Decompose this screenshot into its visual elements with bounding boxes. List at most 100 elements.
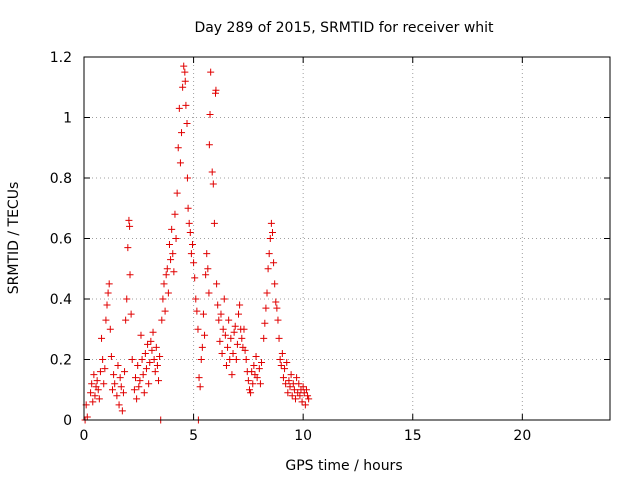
data-point bbox=[250, 362, 258, 370]
data-point bbox=[231, 322, 239, 330]
data-point bbox=[138, 356, 146, 363]
data-point bbox=[205, 141, 213, 149]
x-tick-label: 20 bbox=[513, 428, 531, 444]
data-point bbox=[116, 374, 124, 382]
data-point bbox=[95, 395, 103, 403]
data-point bbox=[286, 383, 294, 391]
data-point bbox=[87, 389, 95, 397]
data-point bbox=[160, 280, 168, 288]
data-point bbox=[173, 189, 181, 197]
data-point bbox=[185, 219, 193, 227]
x-tick-label: 0 bbox=[80, 428, 89, 444]
data-point bbox=[295, 380, 303, 388]
data-point bbox=[233, 340, 241, 348]
data-point bbox=[165, 241, 173, 249]
data-point bbox=[214, 301, 222, 309]
data-point bbox=[262, 304, 270, 312]
y-tick-label: 0.4 bbox=[50, 292, 72, 308]
data-point bbox=[206, 110, 214, 118]
data-point bbox=[284, 389, 292, 397]
data-point bbox=[107, 352, 115, 360]
data-point bbox=[104, 289, 112, 297]
data-point bbox=[279, 374, 287, 382]
data-point bbox=[179, 83, 187, 91]
data-point bbox=[89, 398, 97, 406]
data-point bbox=[261, 319, 269, 327]
data-point bbox=[181, 77, 189, 85]
data-point bbox=[256, 380, 264, 388]
data-point bbox=[101, 365, 109, 373]
data-point bbox=[136, 377, 144, 385]
data-point bbox=[102, 316, 110, 324]
data-point bbox=[135, 383, 143, 391]
data-point bbox=[253, 374, 261, 382]
data-point bbox=[168, 225, 176, 233]
data-point bbox=[247, 389, 255, 397]
data-point bbox=[226, 356, 234, 363]
data-point bbox=[196, 383, 204, 391]
data-point bbox=[170, 268, 178, 276]
data-point bbox=[204, 265, 212, 273]
data-point bbox=[238, 334, 246, 342]
data-point bbox=[175, 104, 183, 112]
data-point bbox=[266, 235, 274, 242]
data-point bbox=[194, 325, 202, 333]
data-point bbox=[236, 301, 244, 309]
data-point bbox=[114, 362, 122, 370]
data-point bbox=[91, 392, 99, 400]
data-point bbox=[153, 362, 161, 370]
data-point bbox=[219, 325, 227, 333]
data-point bbox=[167, 256, 175, 264]
data-point bbox=[260, 334, 268, 342]
data-point bbox=[132, 374, 140, 382]
data-point bbox=[164, 289, 172, 297]
data-point bbox=[232, 356, 240, 363]
data-point bbox=[221, 331, 229, 339]
data-point bbox=[99, 356, 107, 363]
data-point bbox=[146, 359, 154, 367]
data-point bbox=[171, 210, 179, 218]
data-point bbox=[298, 398, 306, 406]
data-point bbox=[106, 325, 114, 333]
data-point bbox=[199, 310, 207, 318]
data-point bbox=[264, 265, 272, 273]
data-point bbox=[118, 407, 126, 415]
data-point bbox=[83, 413, 91, 421]
x-axis-label: GPS time / hours bbox=[285, 458, 402, 474]
data-point bbox=[281, 365, 289, 373]
data-point bbox=[125, 216, 133, 224]
y-tick-label: 1.2 bbox=[50, 50, 72, 66]
data-point bbox=[158, 316, 166, 324]
data-point bbox=[215, 316, 223, 324]
data-point bbox=[103, 301, 111, 309]
data-point bbox=[142, 365, 150, 373]
x-tick-label: 10 bbox=[294, 428, 312, 444]
data-point bbox=[213, 280, 221, 288]
x-tick-label: 5 bbox=[189, 428, 198, 444]
data-point bbox=[296, 392, 304, 400]
data-point bbox=[258, 359, 266, 367]
data-point bbox=[169, 250, 177, 258]
data-point bbox=[203, 250, 211, 258]
x-tick-label: 15 bbox=[404, 428, 422, 444]
data-point bbox=[197, 356, 205, 363]
data-point bbox=[141, 349, 149, 357]
data-point bbox=[176, 159, 184, 167]
data-point bbox=[121, 368, 129, 376]
data-point bbox=[222, 362, 230, 370]
data-point bbox=[186, 228, 194, 236]
chart-title: Day 289 of 2015, SRMTID for receiver whi… bbox=[194, 20, 494, 36]
data-point bbox=[108, 386, 116, 394]
data-point bbox=[265, 250, 273, 258]
data-point bbox=[152, 343, 160, 351]
data-point bbox=[182, 101, 190, 109]
data-point bbox=[270, 259, 278, 267]
data-point bbox=[88, 380, 96, 388]
data-point bbox=[240, 325, 248, 333]
data-point bbox=[267, 219, 275, 227]
data-point bbox=[126, 271, 134, 279]
data-point bbox=[100, 380, 108, 388]
data-point bbox=[299, 383, 307, 391]
data-point bbox=[283, 359, 291, 367]
